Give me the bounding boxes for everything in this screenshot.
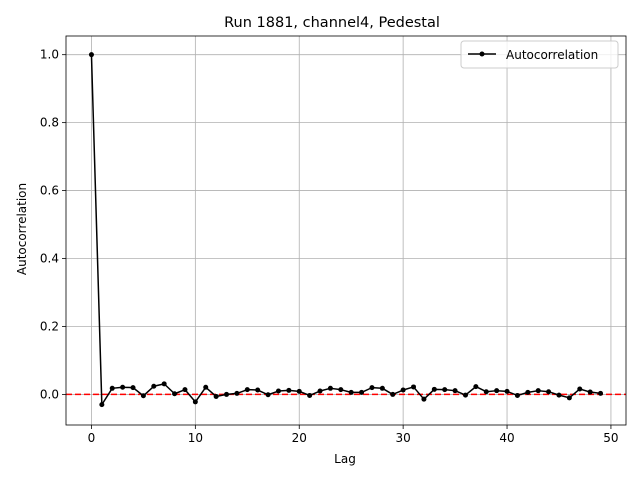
y-tick-label: 0.4: [40, 252, 59, 266]
data-point: [452, 388, 458, 394]
data-point: [182, 387, 188, 393]
data-point: [359, 389, 365, 395]
data-point: [442, 387, 448, 393]
data-point: [400, 387, 406, 393]
legend-marker-swatch: [479, 51, 485, 57]
data-point: [99, 402, 105, 408]
y-tick-label: 0.8: [40, 116, 59, 130]
data-point: [369, 385, 375, 391]
data-point: [390, 391, 396, 397]
data-point: [587, 389, 593, 395]
data-point: [286, 387, 292, 393]
data-point: [234, 390, 240, 396]
y-axis-label: Autocorrelation: [15, 183, 29, 275]
chart-title: Run 1881, channel4, Pedestal: [224, 15, 440, 31]
data-point: [172, 391, 178, 397]
data-point: [379, 385, 385, 391]
data-point: [109, 385, 115, 391]
x-tick-label: 10: [188, 431, 203, 445]
data-point: [296, 388, 302, 394]
legend-box: [460, 40, 619, 69]
x-axis-label: Lag: [334, 452, 356, 466]
y-axis-ticks: 0.0 0.2 0.4 0.6 0.8 1.0: [40, 48, 66, 401]
data-point: [348, 389, 354, 395]
data-point: [411, 384, 417, 390]
x-tick-label: 50: [603, 431, 618, 445]
data-point: [462, 392, 468, 398]
data-point: [338, 387, 344, 393]
data-point: [421, 396, 427, 402]
axes-frame: [65, 35, 627, 426]
y-tick-label: 0.2: [40, 319, 59, 333]
data-point: [130, 385, 136, 391]
data-point: [120, 384, 126, 390]
data-point: [140, 393, 146, 399]
legend: Autocorrelation: [460, 40, 619, 69]
data-point: [213, 393, 219, 399]
y-tick-label: 0.6: [40, 184, 59, 198]
data-point: [494, 388, 500, 394]
data-point: [192, 399, 198, 405]
data-point: [275, 388, 281, 394]
data-point: [598, 390, 604, 396]
data-point: [535, 388, 541, 394]
x-axis-ticks: 0 10 20 30 40 50: [88, 425, 619, 445]
autocorrelation-points: [88, 52, 604, 408]
y-tick-label: 1.0: [40, 48, 59, 62]
data-point: [88, 52, 94, 58]
grid: [66, 36, 626, 425]
data-point: [317, 388, 323, 394]
data-point: [577, 386, 583, 392]
data-point: [203, 384, 209, 390]
x-tick-label: 20: [292, 431, 307, 445]
data-point: [473, 384, 479, 390]
autocorrelation-series-line: [90, 54, 601, 406]
data-point: [483, 389, 489, 395]
y-tick-label: 0.0: [40, 387, 59, 401]
data-point: [525, 389, 531, 395]
data-point: [431, 386, 437, 392]
data-point: [255, 387, 261, 393]
data-point: [514, 392, 520, 398]
x-tick-label: 40: [499, 431, 514, 445]
data-point: [556, 392, 562, 398]
data-point: [224, 391, 230, 397]
data-point: [265, 392, 271, 398]
data-point: [504, 388, 510, 394]
data-point: [151, 383, 157, 389]
x-tick-label: 30: [396, 431, 411, 445]
data-point: [161, 381, 167, 387]
legend-label: Autocorrelation: [506, 48, 598, 62]
data-point: [566, 395, 572, 401]
data-point: [546, 389, 552, 395]
data-point: [244, 387, 250, 393]
x-tick-label: 0: [88, 431, 96, 445]
data-point: [307, 392, 313, 398]
data-point: [327, 385, 333, 391]
